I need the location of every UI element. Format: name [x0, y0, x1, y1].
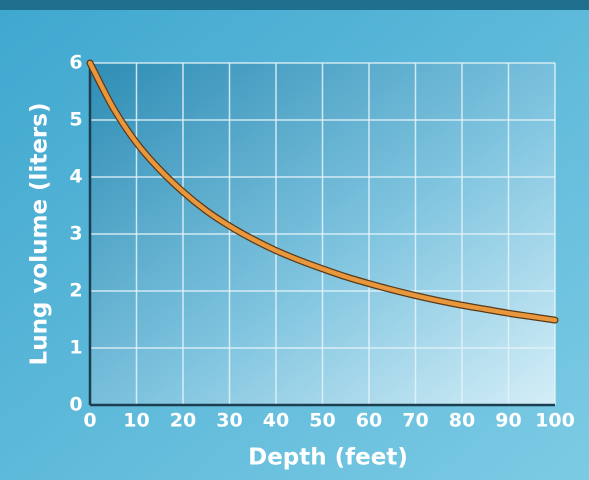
- x-tick-label: 0: [83, 410, 96, 432]
- x-tick-label: 90: [495, 410, 521, 432]
- top-strip: [0, 0, 589, 10]
- x-axis-title: Depth (feet): [248, 445, 408, 471]
- y-tick-label: 3: [69, 223, 82, 245]
- y-tick-label: 4: [69, 166, 82, 188]
- y-tick-label: 6: [69, 52, 82, 74]
- y-tick-label: 2: [69, 280, 82, 302]
- x-tick-label: 100: [535, 410, 575, 432]
- x-tick-label: 20: [170, 410, 196, 432]
- x-tick-label: 80: [449, 410, 475, 432]
- x-tick-label: 60: [356, 410, 382, 432]
- chart: Depth (feet) Lung volume (liters) 010203…: [0, 0, 589, 480]
- y-tick-label: 1: [69, 337, 82, 359]
- x-tick-label: 40: [263, 410, 289, 432]
- x-tick-label: 10: [123, 410, 149, 432]
- x-tick-label: 50: [309, 410, 335, 432]
- x-tick-label: 30: [216, 410, 242, 432]
- y-axis-title: Lung volume (liters): [27, 103, 53, 366]
- y-tick-label: 0: [69, 394, 82, 416]
- y-tick-label: 5: [69, 109, 82, 131]
- page: {"chart_data": {"type": "line", "x_label…: [0, 0, 589, 480]
- x-tick-label: 70: [402, 410, 428, 432]
